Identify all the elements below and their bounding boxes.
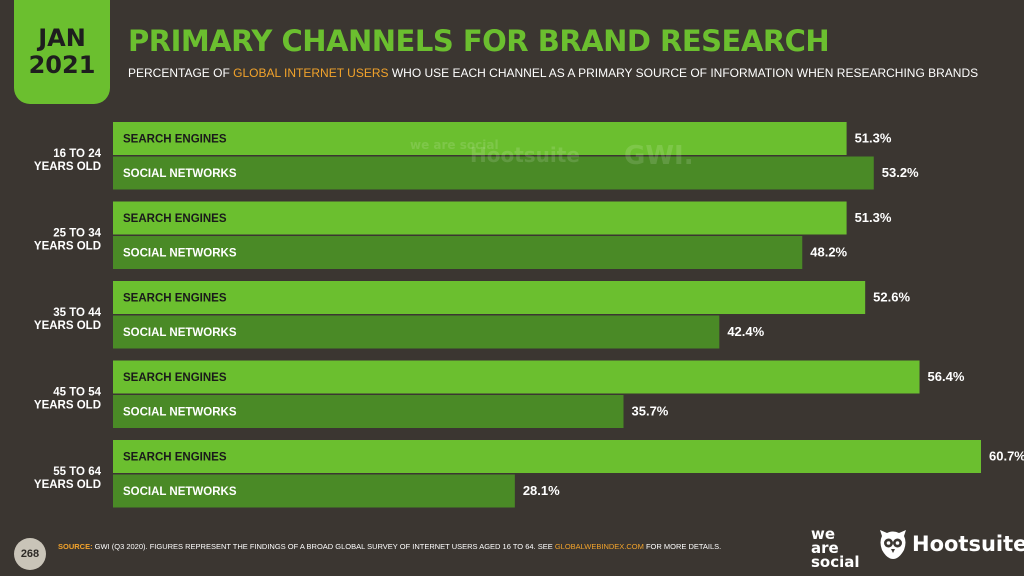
bar-social-networks [113,236,803,269]
category-label-line1: 16 TO 24 [53,148,101,160]
data-label: 51.3% [855,210,892,225]
data-label: 53.2% [882,165,919,180]
data-label: 51.3% [855,131,892,146]
category-label-line1: 35 TO 44 [53,307,101,319]
date-badge: JAN 2021 [14,0,110,104]
page-number: 268 [14,538,46,570]
source-label: SOURCE: [58,542,93,551]
source-note: SOURCE: GWI (Q3 2020). FIGURES REPRESENT… [58,542,721,551]
bar-series-label: SEARCH ENGINES [123,134,227,146]
footer: 268 SOURCE: GWI (Q3 2020). FIGURES REPRE… [0,520,1024,576]
source-end: FOR MORE DETAILS. [643,542,722,551]
category-label-line2: YEARS OLD [34,241,101,253]
data-label: 56.4% [928,369,965,384]
category-label-line2: YEARS OLD [34,400,101,412]
hootsuite-wordmark: Hootsuite [912,532,1024,556]
subtitle-highlight: GLOBAL INTERNET USERS [233,66,389,80]
bar-social-networks [113,395,624,428]
data-label: 42.4% [727,324,764,339]
bar-search-engines [113,440,982,473]
category-label-line1: 55 TO 64 [53,466,101,478]
category-label-line1: 45 TO 54 [53,387,101,399]
bar-series-label: SOCIAL NETWORKS [123,486,237,498]
bar-social-networks [113,474,515,508]
category-label-line1: 25 TO 34 [53,228,101,240]
category-label-line2: YEARS OLD [34,320,101,332]
bar-social-networks [113,156,874,190]
logo-was-line2: are [811,539,839,557]
data-label: 60.7% [989,449,1024,464]
bar-series-label: SEARCH ENGINES [123,293,227,305]
bar-social-networks [113,315,720,349]
data-label: 52.6% [873,290,910,305]
logo-was-line1: we [811,525,836,543]
logo-was-line3: social [811,553,860,571]
owl-icon [880,530,906,559]
watermark-we-are-social: we are social [410,138,499,152]
subtitle-suffix: WHO USE EACH CHANNEL AS A PRIMARY SOURCE… [388,66,979,80]
hootsuite-logo: Hootsuite® [878,528,1024,560]
bar-series-label: SOCIAL NETWORKS [123,168,237,180]
we-are-social-logo: we are social [811,525,860,571]
page-subtitle: PERCENTAGE OF GLOBAL INTERNET USERS WHO … [128,66,978,80]
date-month: JAN [38,24,86,52]
date-year: 2021 [28,51,96,79]
category-label-line2: YEARS OLD [34,161,101,173]
bar-series-label: SEARCH ENGINES [123,372,227,384]
source-link[interactable]: GLOBALWEBINDEX.COM [554,542,644,551]
watermark-gwi: GWI. [624,141,694,171]
bar-series-label: SOCIAL NETWORKS [123,327,237,339]
source-text: GWI (Q3 2020). FIGURES REPRESENT THE FIN… [92,542,555,551]
bar-search-engines [113,122,847,155]
category-label-line2: YEARS OLD [34,479,101,491]
bar-series-label: SEARCH ENGINES [123,213,227,225]
page-title: PRIMARY CHANNELS FOR BRAND RESEARCH [128,24,830,58]
subtitle-prefix: PERCENTAGE OF [128,66,234,80]
data-label: 48.2% [810,245,847,260]
bar-series-label: SOCIAL NETWORKS [123,407,237,419]
bar-search-engines [113,281,866,314]
data-label: 28.1% [523,483,560,498]
bar-series-label: SOCIAL NETWORKS [123,248,237,260]
bar-search-engines [113,201,847,235]
data-label: 35.7% [632,404,669,419]
bar-series-label: SEARCH ENGINES [123,452,227,464]
watermark-hootsuite: Hootsuite [470,143,580,167]
bar-search-engines [113,360,920,394]
